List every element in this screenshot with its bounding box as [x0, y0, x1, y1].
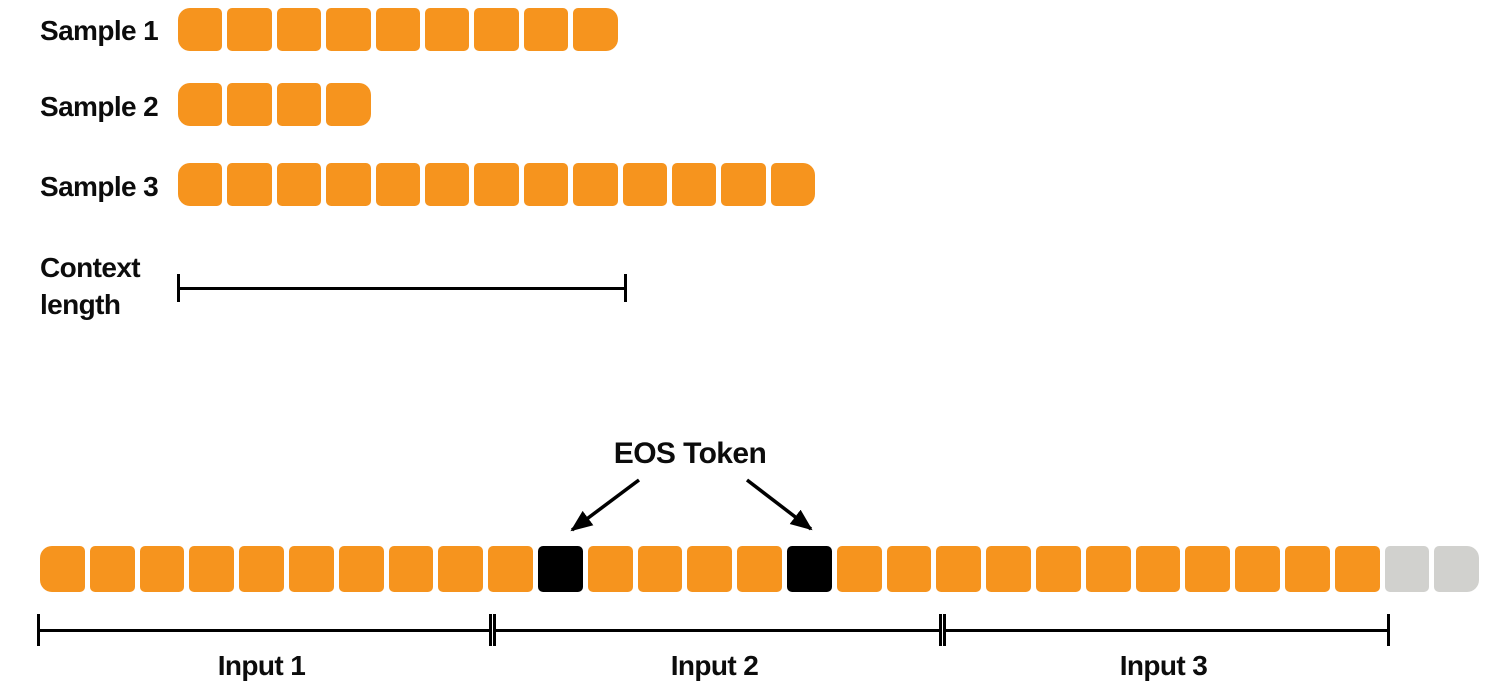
sample-token: [474, 163, 519, 206]
sample-2-label: Sample 2: [40, 91, 159, 122]
sample-token: [239, 546, 284, 592]
input-1-label: Input 1: [217, 650, 306, 681]
sample-token: [622, 163, 667, 206]
sample-token: [523, 163, 569, 206]
sample-token: [1334, 546, 1380, 592]
sample-token: [1185, 546, 1231, 592]
input-2-label: Input 2: [670, 650, 759, 681]
context-length-bracket: [177, 274, 627, 302]
sample-token: [424, 163, 470, 206]
context-length-label: Context length: [40, 249, 141, 323]
sample-token: [1085, 546, 1131, 592]
padding-token: [1434, 546, 1480, 592]
sample-token: [227, 83, 272, 126]
sample-token: [276, 8, 322, 51]
eos-token: [786, 546, 832, 592]
sample-token: [288, 546, 334, 592]
sample-token: [1235, 546, 1280, 592]
sample-token: [189, 546, 235, 592]
sample-token: [523, 8, 569, 51]
eos-arrow-left: [570, 478, 641, 532]
sample-token: [836, 546, 882, 592]
context-length-label-line2: length: [40, 289, 121, 320]
sample-token: [139, 546, 185, 592]
sample-token: [637, 546, 683, 592]
sample-token: [438, 546, 484, 592]
sample-1-label: Sample 1: [40, 15, 159, 46]
sample-token: [178, 83, 223, 126]
sample-token: [573, 8, 618, 51]
sample-token: [375, 8, 420, 51]
sample-token: [276, 163, 322, 206]
sample-3-label: Sample 3: [40, 171, 159, 202]
eos-arrows: [570, 478, 813, 532]
sample-token: [770, 163, 816, 206]
sample-token: [178, 8, 223, 51]
sample-token: [474, 8, 519, 51]
sample-token: [737, 546, 782, 592]
sample-token: [326, 83, 371, 126]
input-2-bracket: [493, 614, 942, 646]
sample-token: [886, 546, 932, 592]
sample-token: [1284, 546, 1330, 592]
padding-token: [1384, 546, 1430, 592]
sample-token: [936, 546, 982, 592]
sample-token: [89, 546, 135, 592]
eos-token-label: EOS Token: [613, 437, 767, 470]
sample-token: [326, 163, 371, 206]
sample-token: [587, 546, 633, 592]
sample-2-token-bar: [178, 83, 371, 126]
sample-token: [338, 546, 384, 592]
sample-token: [671, 163, 717, 206]
eos-token: [537, 546, 583, 592]
sample-token: [573, 163, 618, 206]
sample-token: [178, 163, 223, 206]
sample-token: [40, 546, 85, 592]
context-length-label-line1: Context: [40, 252, 141, 283]
packed-token-row: [40, 546, 1480, 592]
sample-token: [227, 8, 272, 51]
sample-token: [687, 546, 733, 592]
sample-token: [721, 163, 766, 206]
input-3-label: Input 3: [1119, 650, 1208, 681]
input-1-bracket: [37, 614, 492, 646]
input-3-bracket: [943, 614, 1390, 646]
sample-token: [388, 546, 434, 592]
sample-token: [424, 8, 470, 51]
sample-3-token-bar: [178, 163, 816, 206]
sample-token: [326, 8, 371, 51]
eos-arrow-right: [745, 478, 813, 531]
sample-token: [276, 83, 322, 126]
sample-token: [1035, 546, 1081, 592]
sample-token: [227, 163, 272, 206]
sample-1-token-bar: [178, 8, 618, 51]
sample-token: [1135, 546, 1181, 592]
sample-token: [375, 163, 420, 206]
sample-token: [986, 546, 1031, 592]
sample-token: [488, 546, 533, 592]
